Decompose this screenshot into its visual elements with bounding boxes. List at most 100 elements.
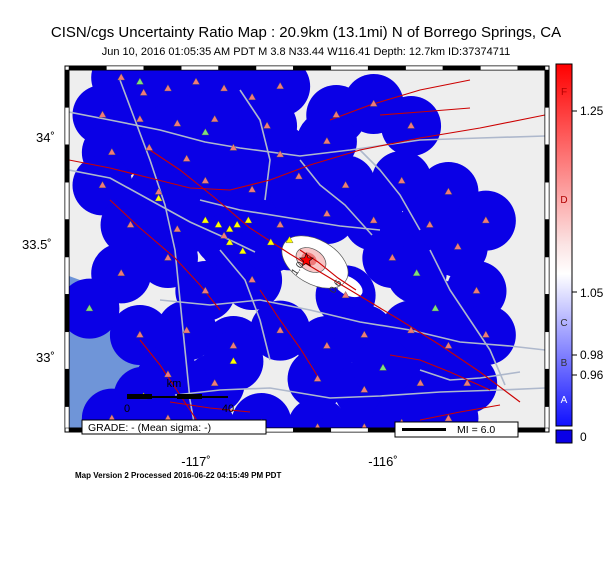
- uncertainty-circle: [418, 388, 479, 428]
- grade-box: GRADE: - (Mean sigma: -): [81, 419, 267, 435]
- station-triangle: [453, 242, 462, 250]
- lon-label-117: -117˚: [181, 454, 210, 469]
- station-triangle: [201, 176, 210, 184]
- station-triangle: [294, 172, 303, 180]
- lat-label-33-5: 33.5˚: [22, 237, 52, 252]
- scale-tick-40: 40: [222, 403, 234, 415]
- faults: [69, 79, 545, 426]
- station-triangle: [341, 290, 350, 298]
- map-footer: Map Version 2 Processed 2016-06-22 04:15…: [75, 471, 282, 480]
- station-triangle: [248, 92, 257, 101]
- grade-text: GRADE: - (Mean sigma: -): [88, 422, 211, 434]
- station-triangle: [322, 209, 331, 217]
- station-triangle: [98, 110, 107, 118]
- station-triangle: [360, 385, 369, 393]
- event-subtitle: Jun 10, 2016 01:05:35 AM PDT M 3.8 N33.4…: [101, 46, 511, 58]
- station-triangle: [173, 119, 182, 127]
- value-0-96: 0.96: [580, 368, 604, 382]
- station-triangle: [182, 326, 191, 334]
- station-triangle: [220, 84, 228, 92]
- station-triangle: [164, 253, 172, 261]
- grade-B: B: [561, 358, 568, 369]
- grade-D: D: [560, 195, 567, 206]
- dyfi-triangle-yellow: [238, 246, 247, 255]
- dyfi-triangle-green: [379, 363, 387, 371]
- station-triangle: [407, 121, 415, 129]
- dyfi-triangle-yellow: [229, 356, 238, 364]
- value-1-25: 1.25: [580, 104, 604, 118]
- station-triangle: [444, 341, 453, 349]
- station-triangle: [444, 414, 453, 422]
- station-triangle: [145, 143, 154, 151]
- roads: [69, 79, 545, 428]
- scale-tick-0: 0: [124, 403, 130, 415]
- station-triangle: [135, 114, 144, 123]
- station-triangle: [139, 88, 148, 96]
- lat-label-34: 34˚: [36, 130, 55, 145]
- mi-scale-box: MI = 6.0: [394, 421, 519, 438]
- station-triangle: [135, 330, 144, 338]
- dyfi-triangle-yellow: [285, 235, 294, 244]
- station-triangle: [126, 220, 135, 228]
- scale-unit: km: [167, 378, 182, 390]
- station-triangle: [164, 84, 172, 92]
- station-triangle: [210, 378, 219, 386]
- station-triangle: [263, 121, 272, 129]
- station-triangle: [229, 341, 238, 349]
- station-triangle: [192, 77, 200, 85]
- station-triangle: [444, 187, 453, 195]
- dyfi-triangle-yellow: [201, 216, 210, 224]
- map-area: 1.0 0.6 km 0 40: [69, 70, 545, 447]
- grade-C: C: [560, 318, 567, 329]
- dyfi-triangle-yellow: [214, 220, 223, 228]
- epicenter-marker: [298, 252, 314, 267]
- station-triangle: [407, 326, 415, 334]
- epicenter-star: [298, 252, 314, 267]
- station-triangle: [388, 253, 397, 261]
- station-triangle: [276, 81, 285, 90]
- seismic-stations: [85, 73, 490, 447]
- station-triangle: [276, 220, 285, 228]
- station-triangle: [369, 216, 378, 224]
- station-triangle: [360, 330, 369, 338]
- station-triangle: [248, 275, 257, 283]
- station-triangle: [276, 326, 285, 334]
- dyfi-triangle-green: [431, 304, 440, 312]
- station-triangle: [481, 330, 490, 338]
- uncertainty-circle: [69, 278, 120, 339]
- dyfi-triangle-yellow: [225, 224, 234, 233]
- station-triangle: [98, 180, 107, 189]
- uncertainty-circle: [283, 415, 333, 428]
- station-triangle: [276, 150, 285, 158]
- station-triangle: [322, 341, 331, 349]
- station-triangle: [425, 220, 434, 228]
- station-triangle: [220, 231, 228, 239]
- dyfi-triangle-yellow: [244, 216, 253, 224]
- station-triangle: [472, 286, 481, 294]
- dyfi-triangle-yellow: [233, 220, 242, 228]
- station-triangle: [183, 441, 190, 447]
- station-triangle: [173, 224, 182, 233]
- station-triangle: [361, 422, 368, 428]
- station-triangle: [305, 441, 312, 447]
- station-triangle: [314, 422, 321, 428]
- value-0: 0: [580, 430, 587, 444]
- dyfi-triangle-yellow: [266, 238, 275, 246]
- station-triangle: [117, 268, 126, 276]
- value-1-05: 1.05: [580, 286, 604, 300]
- station-triangle: [416, 378, 425, 386]
- dyfi-triangle-green: [135, 77, 144, 85]
- station-triangle: [369, 99, 378, 107]
- station-triangle: [341, 180, 350, 189]
- dyfi-triangle-yellow: [225, 238, 234, 246]
- station-triangle: [313, 374, 322, 382]
- uncertainty-circle: [371, 393, 432, 428]
- uncertainty-circle: [231, 393, 292, 428]
- mi-label: MI = 6.0: [457, 424, 495, 436]
- station-triangle: [463, 378, 472, 386]
- station-triangle: [164, 370, 172, 378]
- value-0-98: 0.98: [580, 348, 604, 362]
- station-triangle: [107, 147, 116, 156]
- dyfi-triangle-yellow: [154, 194, 163, 202]
